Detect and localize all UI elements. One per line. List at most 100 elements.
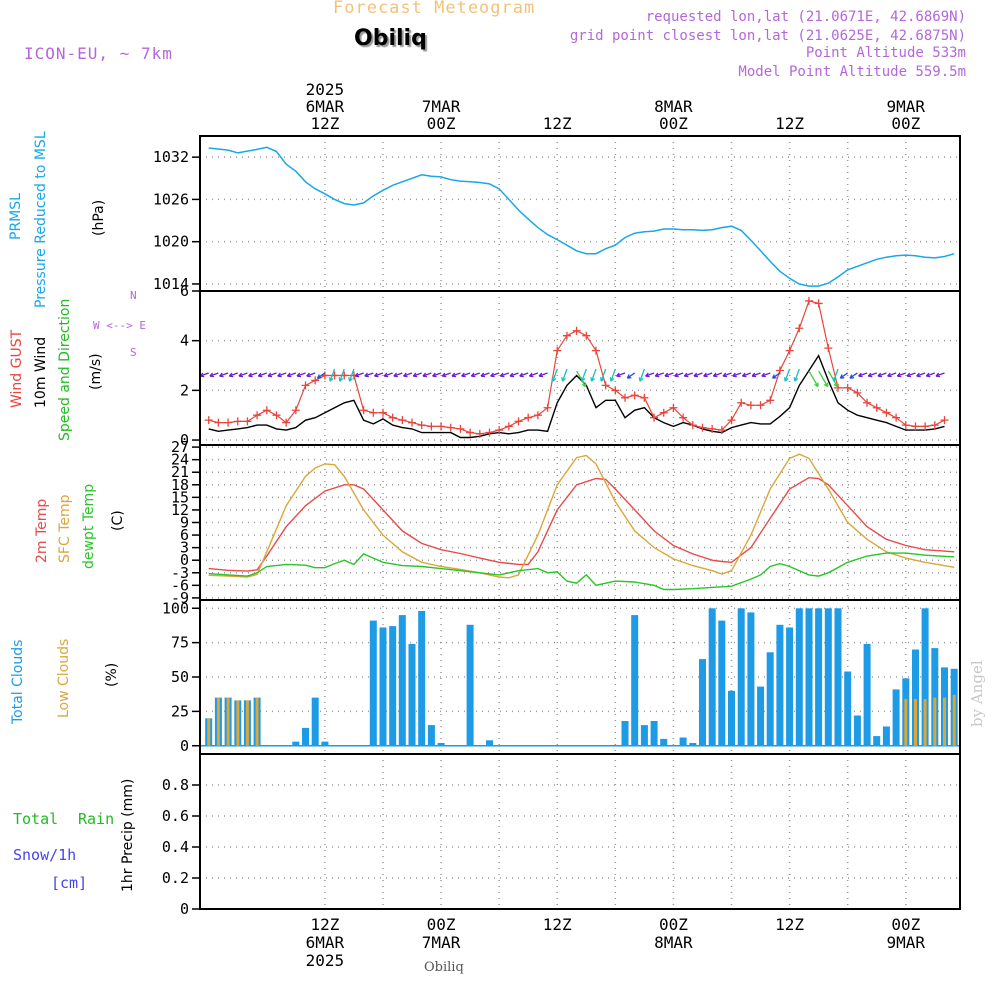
low-cloud-bar [923,699,927,746]
arrow-shaft [590,368,597,382]
gust-marker [262,406,271,415]
gust-marker [398,416,407,425]
arrow-shaft [916,372,926,377]
footer-station-name: Obiliq [424,960,464,975]
wind-direction-arrow [296,372,306,378]
wind-direction-arrow [490,372,500,378]
wind-direction-arrow [771,372,781,379]
arrow-shaft [626,372,636,379]
gust-marker [456,424,465,433]
gust-marker [814,299,823,308]
time-label-top: 12Z [310,114,339,133]
arrow-shaft [354,372,364,377]
arrow-head [422,372,427,378]
gust-marker [930,421,939,430]
gust-marker [698,423,707,432]
wind-direction-arrow [338,368,345,382]
gust-marker [737,398,746,407]
arrow-head [599,377,605,382]
wind-direction-arrow [286,372,297,378]
time-label-bottom: 12Z [775,915,804,934]
wind-direction-arrow [277,372,287,378]
wind-direction-arrow [451,372,461,378]
arrow-head [316,374,322,379]
arrow-head [645,372,650,378]
gust-marker [901,421,910,430]
wind-direction-arrow [783,368,791,382]
gust-marker [543,403,552,412]
arrow-head [551,377,557,382]
gust-marker [359,406,368,415]
gust-marker [233,417,242,426]
arrow-head [916,372,921,378]
wind-direction-arrow [209,372,219,378]
arrow-shaft [403,372,413,377]
credit-watermark: by Angel [968,660,986,727]
low-cloud-bar [904,699,908,746]
wind-direction-arrow [616,372,626,378]
low-cloud-bar [255,697,259,746]
arrow-shaft [761,372,771,377]
arrow-shaft [374,372,384,377]
time-label-top: 12Z [775,114,804,133]
total-cloud-bar [728,690,735,746]
gust-marker [214,418,223,427]
temp-unit-label: (C) [110,510,126,531]
arrow-shaft [897,372,907,377]
total-cloud-bar [311,697,319,746]
arrow-shaft [229,372,238,377]
total-cloud-bar [912,649,919,746]
arrow-head [925,372,931,378]
total-cloud-bar [302,727,309,746]
gust-marker [659,408,668,417]
gust-marker [601,381,610,390]
wind-direction-arrow [354,372,364,378]
total-cloud-bar [408,644,416,746]
arrow-head [306,372,311,378]
arrow-head [461,372,466,378]
total-cloud-bar [640,725,648,746]
arrow-shaft [461,372,471,377]
arrow-head [616,372,621,378]
gust-marker [824,344,833,353]
arrow-head [590,377,595,382]
wind-direction-arrow [199,372,209,378]
total-cloud-bar [621,721,629,746]
total-cloud-bar [437,743,445,746]
low-cloud-bar [226,697,230,746]
arrow-shaft [818,370,829,387]
arrow-head [858,372,863,378]
gust-marker [524,413,533,422]
time-label-top: 12Z [543,114,572,133]
total-cloud-bar [844,671,852,746]
gust-marker [921,422,930,431]
arrow-shaft [639,368,645,382]
arrow-shaft [742,372,752,377]
wind-direction-arrow [683,372,694,378]
total-cloud-bar [873,736,881,746]
temp-sfc-label: SFC Temp [57,494,73,563]
gust-marker [437,422,446,431]
arrow-shaft [600,368,607,382]
arrow-shaft [529,372,539,377]
requested-location: requested lon,lat (21.0671E, 42.6869N) [645,9,966,25]
wind-direction-arrow [519,372,529,378]
gust-marker [795,324,804,333]
compass-west-east: W <--> E [93,319,146,332]
gust-marker [533,411,542,420]
arrow-shaft [832,368,839,382]
total-cloud-bar [815,608,823,746]
gust-marker [562,331,571,340]
arrow-shaft [794,368,800,382]
wind-direction-arrow [364,372,374,378]
wind-direction-arrow [257,372,268,378]
total-cloud-bar [921,608,929,746]
wind-direction-arrow [877,372,887,378]
gust-marker [369,408,378,417]
gust-marker [572,326,581,335]
arrow-head [712,372,718,378]
time-label-top: 7MAR [422,97,461,116]
y-tick-label-temperature: 9 [180,514,189,532]
wind-direction-arrow [238,372,248,378]
gust-marker [301,381,310,390]
